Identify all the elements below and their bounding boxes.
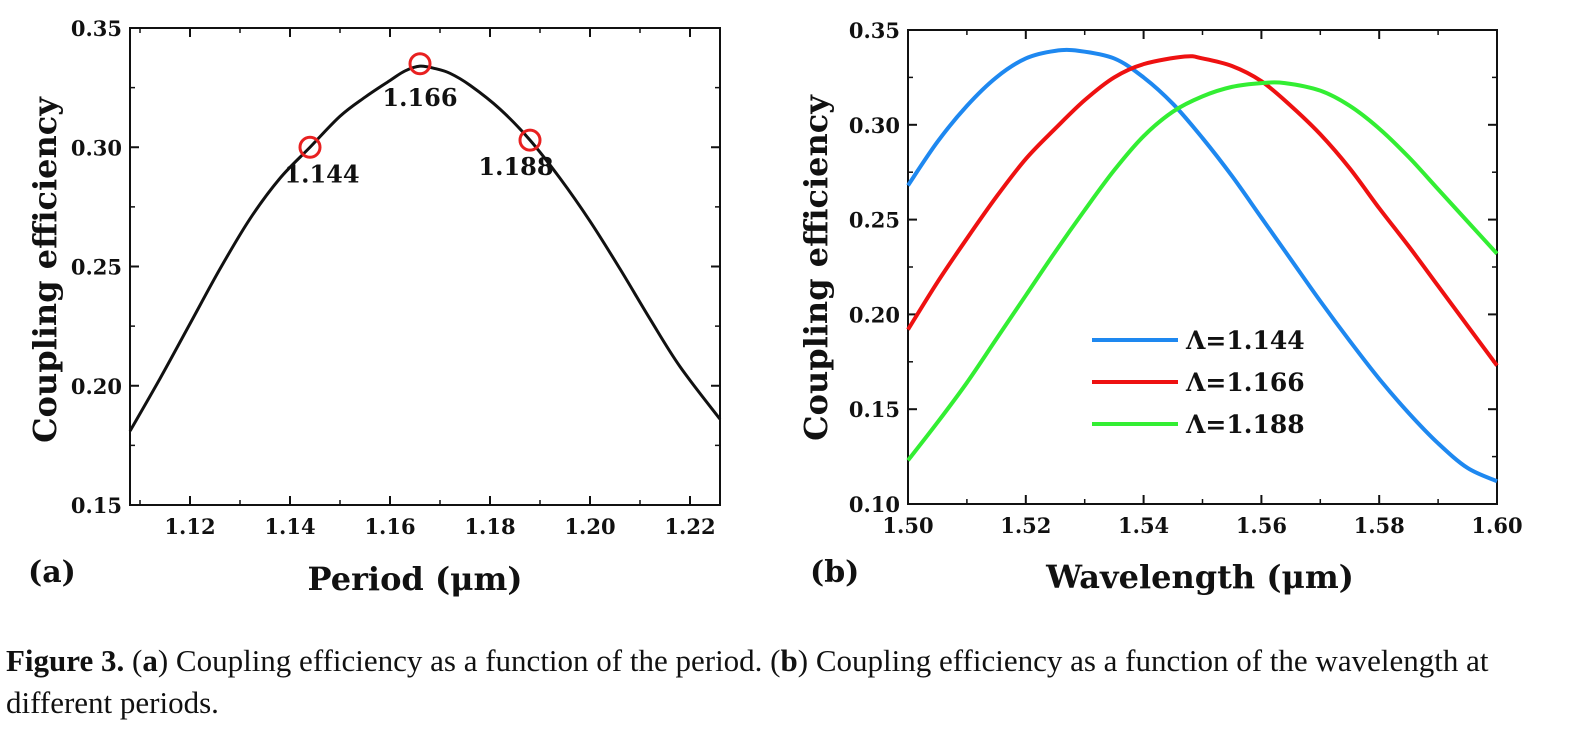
y-tick-label: 0.35	[849, 18, 900, 43]
series-line-b-1	[906, 54, 1499, 367]
marker-label: 1.166	[382, 83, 457, 112]
marker-circle	[518, 128, 542, 152]
y-axis-title-a: Coupling efficiency	[26, 96, 64, 443]
caption-ref-a: a	[142, 643, 158, 678]
x-axis-title-b: Wavelength (μm)	[1045, 558, 1354, 596]
legend-label: Λ=1.144	[1185, 326, 1305, 355]
series-a	[128, 64, 722, 432]
legend-label: Λ=1.166	[1185, 368, 1305, 397]
y-tick-label: 0.20	[849, 302, 900, 327]
x-ticks-b: 1.50 1.52 1.54 1.56 1.58 1.60	[882, 30, 1523, 538]
x-axis-title-a: Period (μm)	[308, 560, 523, 598]
caption-text-3: ) Coupling efficiency as a function of t…	[6, 643, 1489, 720]
chart-panel-a: 1.12 1.14 1.16 1.18 1.20 1.22 0.15 0.20 0.25 0.3…	[26, 16, 722, 598]
x-ticks-a: 1.12 1.14 1.16 1.18 1.20 1.22	[139, 28, 716, 539]
y-tick-label: 0.15	[71, 493, 122, 518]
series-line-b-2	[906, 80, 1499, 462]
y-tick-label: 0.10	[849, 492, 900, 517]
caption-text-1: (	[124, 643, 143, 678]
x-tick-label: 1.20	[564, 514, 615, 539]
markers-a: 1.144 1.166 1.188	[284, 52, 554, 188]
y-tick-label: 0.15	[849, 397, 900, 422]
marker-circle	[408, 52, 432, 76]
x-tick-label: 1.18	[464, 514, 515, 539]
marker-circle	[298, 135, 322, 159]
series-line-b-0	[906, 47, 1498, 484]
legend-b: Λ=1.144 Λ=1.166 Λ=1.188	[1092, 326, 1305, 439]
x-tick-label: 1.56	[1236, 513, 1287, 538]
y-tick-label: 0.30	[849, 113, 900, 138]
marker-label: 1.144	[284, 159, 359, 188]
x-tick-label: 1.16	[364, 514, 415, 539]
caption-ref-b: b	[780, 643, 798, 678]
x-tick-label: 1.22	[664, 514, 715, 539]
x-tick-label: 1.54	[1118, 513, 1169, 538]
x-tick-label: 1.50	[882, 513, 933, 538]
y-ticks-b: 0.10 0.15 0.20 0.25 0.30 0.35	[849, 18, 1497, 517]
y-axis-title-b: Coupling efficiency	[797, 94, 835, 441]
x-tick-label: 1.60	[1471, 513, 1522, 538]
x-tick-label: 1.52	[1000, 513, 1051, 538]
y-tick-label: 0.25	[71, 255, 122, 280]
y-tick-label: 0.30	[71, 135, 122, 160]
x-tick-label: 1.14	[264, 514, 315, 539]
y-tick-label: 0.20	[71, 374, 122, 399]
legend-label: Λ=1.188	[1185, 410, 1305, 439]
series-line-a-0	[128, 64, 722, 432]
series-b	[906, 47, 1499, 484]
caption-text-2: ) Coupling efficiency as a function of t…	[157, 643, 781, 678]
panel-label-a: (a)	[28, 555, 76, 590]
x-tick-label: 1.58	[1354, 513, 1405, 538]
y-tick-label: 0.35	[71, 16, 122, 41]
panel-label-b: (b)	[810, 555, 859, 590]
chart-panel-b: 1.50 1.52 1.54 1.56 1.58 1.60 0.10 0.15 0.20 0.2…	[797, 18, 1523, 596]
marker-label: 1.188	[478, 152, 553, 181]
x-tick-label: 1.12	[164, 514, 215, 539]
y-ticks-a: 0.15 0.20 0.25 0.30 0.35	[71, 16, 720, 518]
figure: 1.12 1.14 1.16 1.18 1.20 1.22 0.15 0.20 0.25 0.3…	[26, 16, 1523, 598]
figure-caption: Figure 3. (a) Coupling efficiency as a f…	[6, 640, 1576, 724]
y-tick-label: 0.25	[849, 208, 900, 233]
caption-label: Figure 3.	[6, 643, 125, 678]
